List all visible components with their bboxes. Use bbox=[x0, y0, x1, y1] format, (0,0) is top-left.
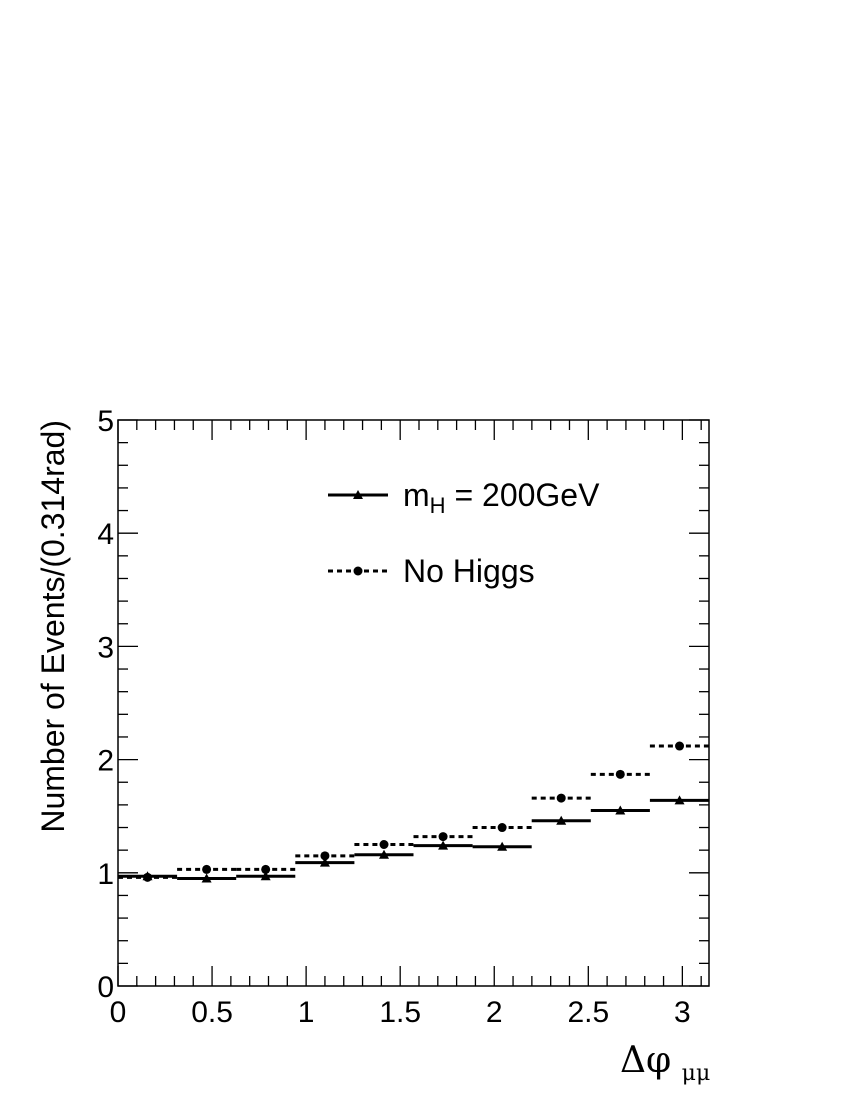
y-tick-label: 4 bbox=[97, 518, 114, 551]
series-1-point-circle bbox=[143, 872, 153, 882]
x-tick-label: 0.5 bbox=[191, 996, 233, 1029]
legend-entry-mh200: mH = 200GeV bbox=[328, 477, 600, 518]
series-0-point-triangle bbox=[556, 815, 567, 825]
series-1-point-circle bbox=[497, 823, 507, 833]
legend-label-mh200: mH = 200GeV bbox=[403, 477, 600, 518]
series-1-point-circle bbox=[615, 769, 625, 779]
legend-swatch-marker-circle bbox=[353, 566, 363, 576]
x-tick-label: 2 bbox=[486, 996, 503, 1029]
series-1-point-circle bbox=[379, 840, 389, 849]
series-1-point-circle bbox=[438, 832, 448, 842]
legend-swatch-marker-triangle bbox=[353, 490, 363, 499]
x-tick-label: 2.5 bbox=[567, 996, 609, 1029]
series-1-point-circle bbox=[556, 793, 566, 803]
series-layer bbox=[118, 741, 709, 883]
series-0-point-triangle bbox=[674, 795, 685, 805]
x-tick-label: 0 bbox=[110, 996, 127, 1029]
series-0-point-triangle bbox=[615, 805, 626, 815]
x-tick-label: 3 bbox=[674, 996, 691, 1029]
y-tick-label: 0 bbox=[97, 971, 114, 1004]
series-0-point-triangle bbox=[201, 873, 212, 883]
series-1 bbox=[118, 741, 709, 882]
tick-labels: 0 0.5 1 1.5 2 2.5 3 0 1 2 3 4 5 bbox=[97, 405, 690, 1029]
series-1-point-circle bbox=[320, 851, 330, 861]
x-tick-label: 1.5 bbox=[379, 996, 421, 1029]
y-axis-title: Number of Events/(0.314rad) bbox=[35, 420, 71, 833]
x-axis-title-subscript: μμ bbox=[682, 1061, 711, 1086]
series-0-point-triangle bbox=[319, 857, 330, 867]
legend-label-no-higgs: No Higgs bbox=[403, 553, 535, 589]
series-1-point-circle bbox=[202, 864, 212, 874]
series-0-point-triangle bbox=[379, 849, 390, 859]
x-axis-title: Δφ μμ bbox=[620, 1040, 710, 1086]
legend: mH = 200GeV No Higgs bbox=[328, 477, 600, 589]
plot-frame bbox=[117, 419, 710, 987]
x-tick-label: 1 bbox=[298, 996, 315, 1029]
series-1-point-circle bbox=[261, 864, 271, 874]
series-0-point-triangle bbox=[260, 871, 271, 881]
axis-ticks bbox=[117, 419, 709, 987]
y-tick-label: 2 bbox=[97, 745, 114, 778]
legend-entry-no-higgs: No Higgs bbox=[328, 553, 535, 589]
y-tick-label: 1 bbox=[97, 858, 114, 891]
series-0-point-triangle bbox=[438, 840, 449, 850]
y-tick-label: 3 bbox=[97, 631, 114, 664]
series-0-point-triangle bbox=[497, 841, 508, 851]
series-1-point-circle bbox=[675, 741, 685, 751]
y-tick-label: 5 bbox=[97, 405, 114, 438]
x-axis-title-main: Δφ bbox=[620, 1040, 671, 1081]
